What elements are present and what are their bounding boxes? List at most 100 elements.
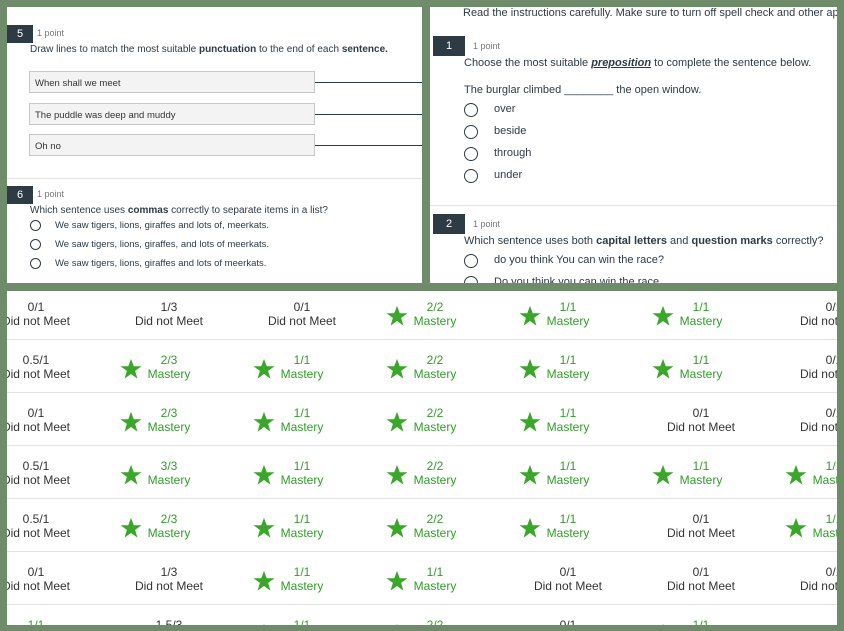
mastery-star [785,464,807,485]
question-number: 2 [433,214,465,234]
score: 0/1 [692,512,710,526]
status: Did not Meet [134,314,204,328]
star-shape [519,464,541,485]
prompt-text: correctly to separate items in a list? [168,205,328,216]
prompt-text: capital letters [596,235,667,247]
score: 2/2 [426,300,444,314]
status: Mastery [280,473,324,487]
row-separator [7,445,837,446]
status: Did not Meet [7,314,71,328]
star-shape [652,464,674,485]
status: Mastery [280,367,324,381]
score: 0/1 [825,353,837,367]
question-sentence: The burglar climbed ________ the open wi… [464,84,702,96]
status: Mastery [679,314,723,328]
mastery-grid-panel: 0/1 Did not Meet 1/3 Did not Meet 0/1 Did not… [7,291,837,625]
prompt-text: commas [127,205,169,216]
status: Mastery [546,314,590,328]
star-shape [386,305,408,326]
score: 1/1 [692,459,710,473]
score: 0/1 [27,565,45,579]
star-shape [386,358,408,379]
match-line [315,145,422,146]
option-text: do you think You can win the race? [494,254,665,266]
status: Did not Meet [799,420,837,434]
question-points: 1 point [37,28,65,38]
status: Mastery [280,579,324,593]
prompt-text: punctuation [198,44,257,55]
score: 0/1 [27,300,45,314]
score: 2/2 [426,459,444,473]
score: 1/1 [559,459,577,473]
status: Mastery [280,420,324,434]
radio-button [30,239,41,250]
score: 0.5/1 [22,353,50,367]
question-points: 1 point [473,219,501,229]
status: Did not Meet [7,473,71,487]
question-number: 5 [7,25,33,43]
option-text: under [494,169,523,181]
status: Mastery [413,367,457,381]
question-number: 6 [7,186,33,204]
star-shape [785,464,807,485]
mastery-star [253,517,275,538]
mastery-star [519,411,541,432]
score: 0/1 [293,300,311,314]
star-shape [7,624,9,625]
status: Did not Meet [134,579,204,593]
instructions: Read the instructions carefully. Make su… [463,7,837,19]
mastery-star [652,464,674,485]
score: 2/3 [160,353,178,367]
star-shape [120,517,142,538]
star-shape [519,411,541,432]
mastery-star [396,623,398,625]
status: Mastery [546,367,590,381]
match-line [315,113,422,115]
separator [430,205,837,206]
mastery-star [263,623,265,625]
option-text: We saw tigers, lions, giraffes, and lots… [55,239,270,250]
status: Did not Meet [666,420,736,434]
prompt-text: to complete the sentence below. [651,57,812,69]
status: Did not Meet [799,579,837,593]
row-separator [7,551,837,552]
mastery-star [386,570,408,591]
radio-button [30,258,41,269]
score: 1/1 [692,618,710,625]
score: 1/1 [692,353,710,367]
radio-button [464,147,478,161]
star-shape [253,464,275,485]
status: Did not Meet [7,367,71,381]
mastery-star [120,358,142,379]
prompt-text: preposition [591,57,652,69]
prompt-text: sentence. [341,44,388,55]
score: 1/1 [293,459,311,473]
score: 1/1 [559,300,577,314]
radio-button [464,169,478,183]
status: Mastery [147,473,191,487]
option-text: We saw tigers, lions, giraffes and lots … [55,220,270,231]
star-shape [519,358,541,379]
mastery-star [253,464,275,485]
status: Did not Meet [666,579,736,593]
status: Mastery [413,420,457,434]
status: Did not Meet [799,314,837,328]
star-shape [120,411,142,432]
row-separator [7,498,837,499]
radio-button [30,220,41,231]
prompt-text: Draw lines to match the most suitable [30,44,199,55]
status: Mastery [546,526,590,540]
score: 1/1 [426,565,444,579]
status: Mastery [413,526,457,540]
score: 1/1 [293,618,311,625]
prompt-text: Which sentence uses both [464,235,597,247]
score: 2/2 [426,353,444,367]
status: Mastery [413,314,457,328]
star-shape [386,570,408,591]
status: Did not Meet [267,314,337,328]
prompt-text: question marks [691,235,773,247]
status: Mastery [147,367,191,381]
score: 2/3 [160,512,178,526]
star-shape [253,517,275,538]
status: Mastery [679,473,723,487]
